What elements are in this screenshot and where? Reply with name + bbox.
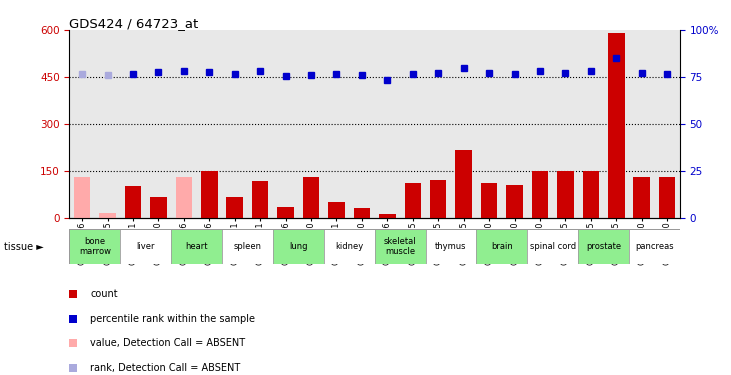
Bar [404,183,421,218]
Bar [277,207,294,218]
Bar [125,186,141,218]
Bar [252,181,268,218]
Bar [328,202,345,217]
Text: count: count [91,290,118,299]
Text: spinal cord: spinal cord [529,242,576,251]
Bar [175,177,192,218]
Bar [634,177,650,218]
Bar [455,150,472,217]
Text: percentile rank within the sample: percentile rank within the sample [91,314,255,324]
Bar [222,229,273,264]
Text: thymus: thymus [435,242,466,251]
Bar [99,213,115,217]
Text: rank, Detection Call = ABSENT: rank, Detection Call = ABSENT [91,363,240,372]
Bar [527,229,578,264]
Text: bone
marrow: bone marrow [79,237,111,256]
Bar [481,183,497,218]
Bar [171,229,222,264]
Text: prostate: prostate [586,242,621,251]
Text: brain: brain [491,242,512,251]
Bar [74,177,91,218]
Bar [430,180,447,218]
Bar [507,185,523,218]
Bar [227,197,243,217]
Bar [374,229,425,264]
Bar [583,171,599,217]
Bar [557,171,574,217]
Text: liver: liver [137,242,155,251]
Bar [324,229,374,264]
Bar [578,229,629,264]
Text: kidney: kidney [335,242,363,251]
Text: heart: heart [186,242,208,251]
Bar [531,171,548,217]
Bar [303,177,319,218]
Text: lung: lung [289,242,308,251]
Bar [69,229,121,264]
Text: spleen: spleen [233,242,262,251]
Bar [425,229,477,264]
Bar [629,229,680,264]
Bar [659,177,675,218]
Text: skeletal
muscle: skeletal muscle [384,237,417,256]
Text: tissue ►: tissue ► [4,243,43,252]
Text: pancreas: pancreas [635,242,674,251]
Bar [608,33,624,218]
Bar [273,229,324,264]
Text: value, Detection Call = ABSENT: value, Detection Call = ABSENT [91,338,246,348]
Text: GDS424 / 64723_at: GDS424 / 64723_at [69,17,199,30]
Bar [354,207,370,218]
Bar [201,171,218,217]
Bar [477,229,527,264]
Bar [379,214,395,217]
Bar [150,197,167,217]
Bar [121,229,171,264]
